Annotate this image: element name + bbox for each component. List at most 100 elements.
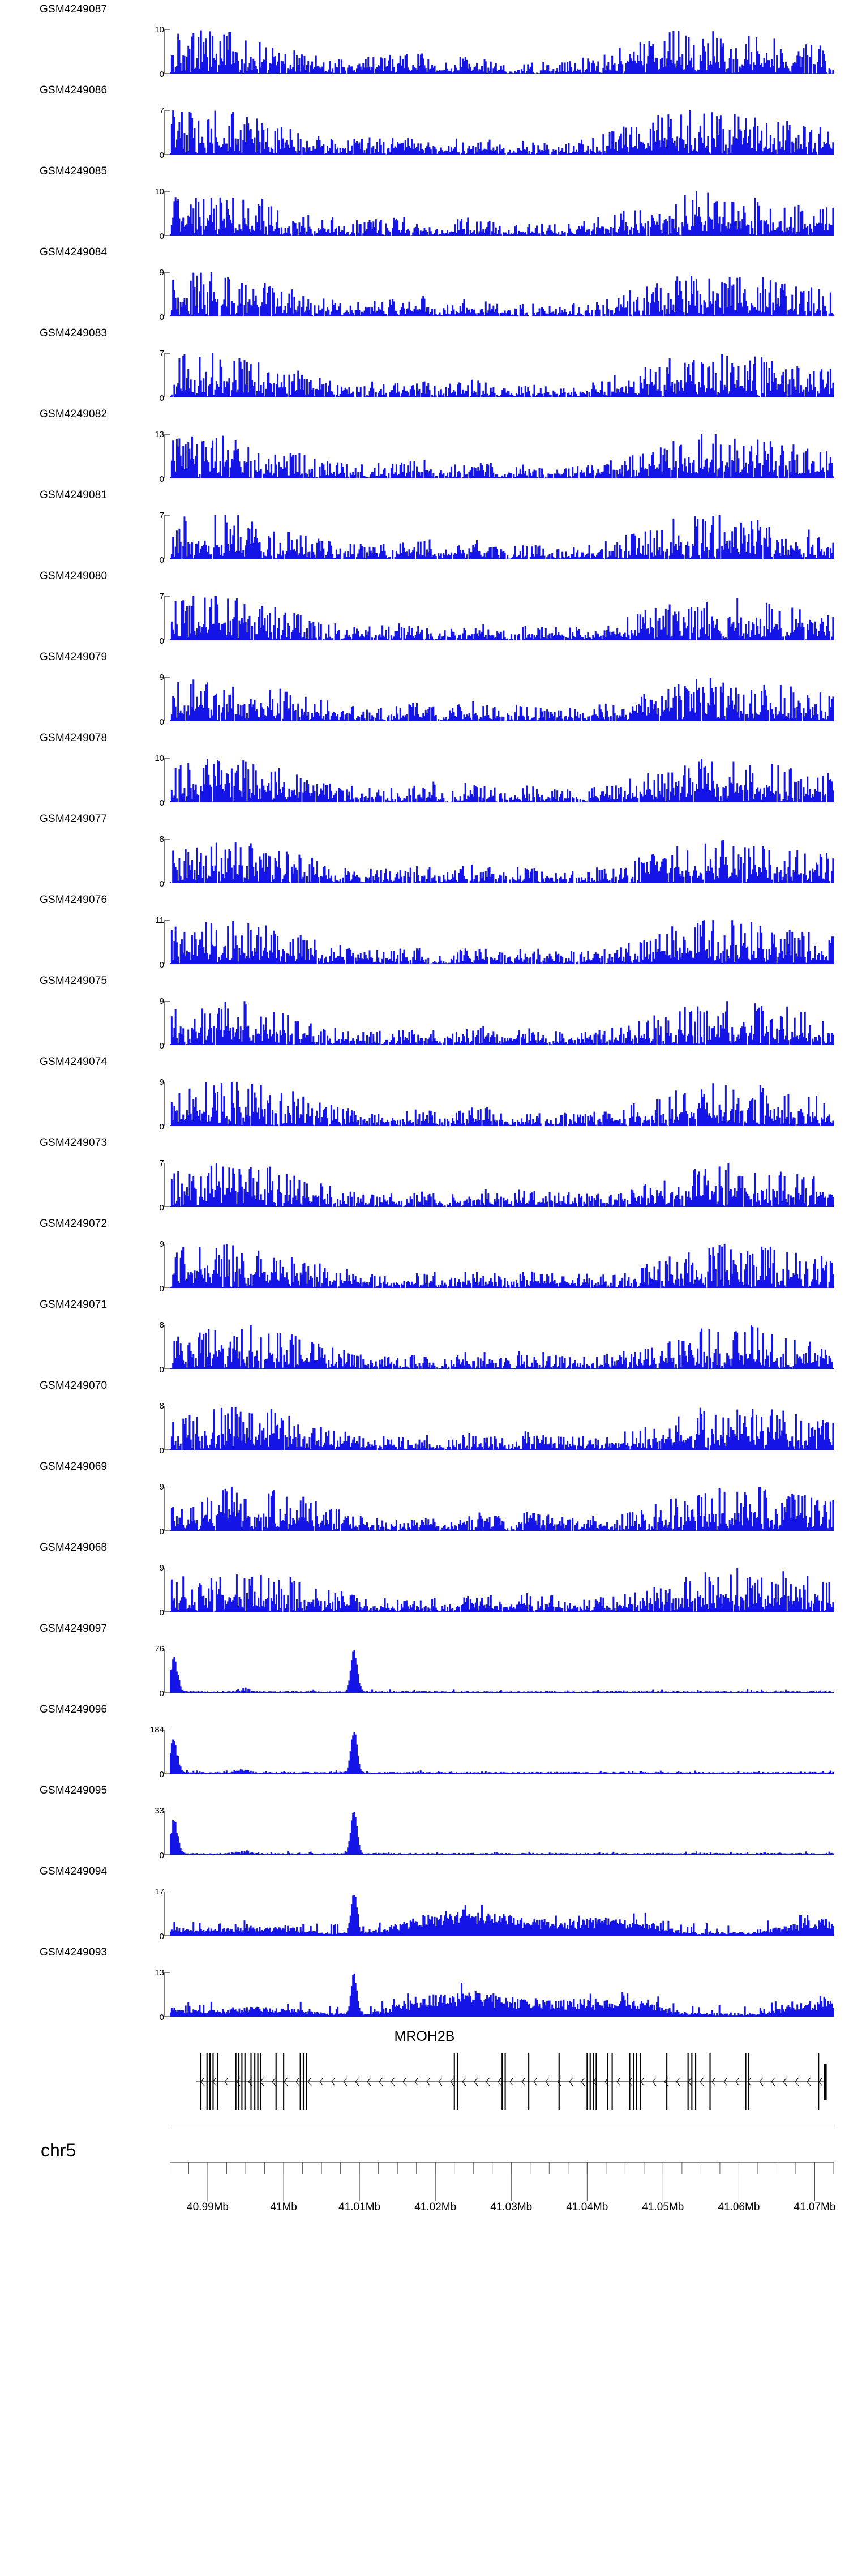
gene-exon [299,2053,301,2110]
track-signal-plot[interactable] [170,1649,834,1693]
gene-exon [695,2053,697,2110]
gene-exon [748,2053,749,2110]
track-signal-plot[interactable] [170,191,834,236]
track-label-gsm4249085: GSM4249085 [40,165,108,177]
track-axis [164,1325,170,1369]
gene-exon [212,2053,214,2110]
gene-exon [691,2053,693,2110]
axis-min-value: 0 [159,1203,164,1213]
track-axis [164,1568,170,1612]
track-row[interactable]: GSM4249075 9 0 [0,972,849,1052]
track-axis [164,920,170,964]
track-row[interactable]: GSM4249070 8 0 [0,1376,849,1457]
track-row[interactable]: GSM4249084 9 0 [0,243,849,324]
gene-exon [745,2053,747,2110]
axis-max-value: 184 [149,1725,164,1735]
track-row[interactable]: GSM4249096 184 0 [0,1700,849,1781]
track-row[interactable]: GSM4249071 8 0 [0,1295,849,1376]
gene-exon [595,2053,597,2110]
axis-min-value: 0 [159,2013,164,2022]
gene-exon [250,2053,252,2110]
axis-max-value: 7 [159,511,164,520]
ruler-tick-label: 41.05Mb [642,2201,684,2213]
track-signal-plot[interactable] [170,1325,834,1369]
chromosome-ruler-panel: chr5 40.99Mb 41Mb 41.01Mb 41.02Mb 41.03Mb 41.… [0,2123,849,2253]
axis-min-value: 0 [159,1608,164,1618]
track-row[interactable]: GSM4249072 9 0 [0,1214,849,1295]
track-label-gsm4249084: GSM4249084 [40,246,108,258]
track-row[interactable]: GSM4249077 8 0 [0,810,849,891]
track-signal-plot[interactable] [170,1811,834,1855]
gene-exon [283,2053,285,2110]
track-signal-plot[interactable] [170,1163,834,1207]
track-row[interactable]: GSM4249085 10 0 [0,162,849,243]
gene-exon [629,2053,631,2110]
track-signal-plot[interactable] [170,110,834,155]
track-signal-plot[interactable] [170,839,834,883]
track-signal-plot[interactable] [170,596,834,640]
track-row[interactable]: GSM4249068 9 0 [0,1538,849,1619]
track-axis [164,1730,170,1774]
track-axis [164,1811,170,1855]
axis-max-value: 9 [159,1482,164,1492]
axis-max-value: 7 [159,592,164,601]
track-signal-plot[interactable] [170,1487,834,1531]
track-axis [164,758,170,802]
track-label-gsm4249095: GSM4249095 [40,1785,108,1796]
track-row[interactable]: GSM4249094 17 0 [0,1862,849,1943]
track-label-gsm4249079: GSM4249079 [40,651,108,663]
track-signal-plot[interactable] [170,677,834,721]
gene-exon [306,2053,307,2110]
axis-max-value: 13 [155,430,164,439]
track-row[interactable]: GSM4249074 9 0 [0,1052,849,1133]
track-row[interactable]: GSM4249079 9 0 [0,648,849,729]
track-signal-plot[interactable] [170,758,834,802]
track-signal-plot[interactable] [170,515,834,559]
track-signal-plot[interactable] [170,29,834,74]
gene-exon [209,2053,211,2110]
track-signal-plot[interactable] [170,1568,834,1612]
track-row[interactable]: GSM4249078 10 0 [0,729,849,810]
track-row[interactable]: GSM4249093 13 0 [0,1943,849,2024]
track-row[interactable]: GSM4249069 9 0 [0,1457,849,1538]
axis-min-value: 0 [159,1932,164,1941]
track-row[interactable]: GSM4249080 7 0 [0,567,849,648]
track-axis [164,1244,170,1288]
gene-model-graphic[interactable] [170,2051,834,2112]
track-label-gsm4249070: GSM4249070 [40,1380,108,1392]
axis-max-value: 7 [159,349,164,358]
track-signal-plot[interactable] [170,1001,834,1045]
track-signal-plot[interactable] [170,1892,834,1936]
gene-terminal-exon [824,2064,827,2100]
track-row[interactable]: GSM4249076 11 0 [0,891,849,972]
track-axis [164,1892,170,1936]
track-row[interactable]: GSM4249082 13 0 [0,405,849,486]
ruler-ticks-graphic[interactable] [170,2162,834,2201]
track-row[interactable]: GSM4249073 7 0 [0,1133,849,1214]
track-signal-plot[interactable] [170,272,834,316]
axis-min-value: 0 [159,1122,164,1132]
track-axis [164,1972,170,2017]
track-row[interactable]: GSM4249081 7 0 [0,486,849,567]
track-row[interactable]: GSM4249095 33 0 [0,1781,849,1862]
track-axis [164,191,170,236]
track-label-gsm4249081: GSM4249081 [40,489,108,501]
gene-exon [666,2053,668,2110]
track-signal-plot[interactable] [170,1972,834,2017]
track-label-gsm4249097: GSM4249097 [40,1623,108,1634]
track-row[interactable]: GSM4249086 7 0 [0,81,849,162]
track-signal-plot[interactable] [170,353,834,397]
track-signal-plot[interactable] [170,1406,834,1450]
track-row[interactable]: GSM4249083 7 0 [0,324,849,405]
track-signal-plot[interactable] [170,1244,834,1288]
track-signal-plot[interactable] [170,434,834,478]
chromosome-label: chr5 [41,2140,76,2160]
track-row[interactable]: GSM4249097 76 0 [0,1619,849,1700]
gene-exon [636,2053,637,2110]
track-row[interactable]: GSM4249087 10 0 [0,0,849,81]
track-signal-plot[interactable] [170,920,834,964]
track-signal-plot[interactable] [170,1730,834,1774]
track-signal-plot[interactable] [170,1082,834,1126]
track-label-gsm4249073: GSM4249073 [40,1137,108,1149]
